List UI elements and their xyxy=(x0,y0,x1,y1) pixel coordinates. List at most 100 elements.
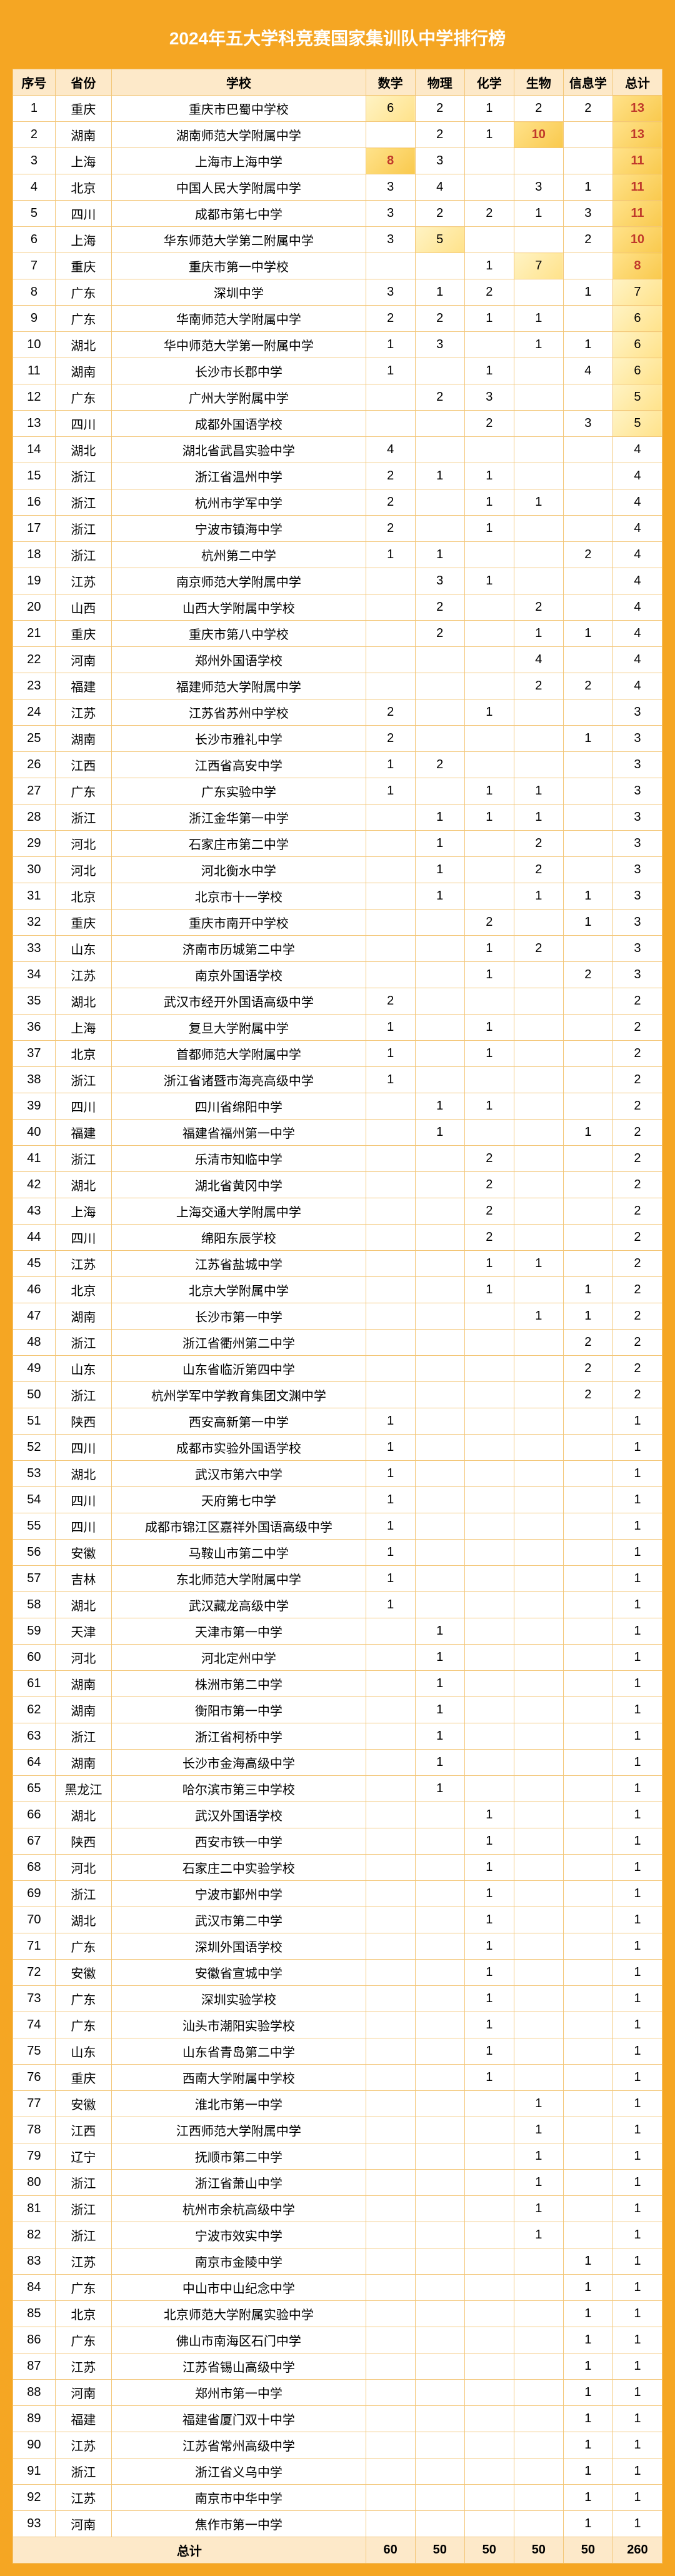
cell-seq: 22 xyxy=(13,647,56,673)
cell-total: 2 xyxy=(612,1225,662,1251)
cell-phy xyxy=(415,437,464,463)
cell-prov: 浙江 xyxy=(55,2458,111,2485)
cell-math xyxy=(366,1828,415,1855)
cell-phy xyxy=(415,962,464,988)
cell-chem: 2 xyxy=(464,279,514,306)
cell-phy xyxy=(415,2038,464,2065)
cell-seq: 9 xyxy=(13,306,56,332)
cell-school: 马鞍山市第二中学 xyxy=(112,1540,366,1566)
cell-cs: 2 xyxy=(563,542,612,568)
cell-seq: 35 xyxy=(13,988,56,1015)
cell-math xyxy=(366,1093,415,1120)
cell-total: 1 xyxy=(612,2248,662,2275)
cell-phy: 3 xyxy=(415,332,464,358)
cell-school: 山西大学附属中学校 xyxy=(112,594,366,621)
cell-school: 佛山市南海区石门中学 xyxy=(112,2327,366,2353)
cell-cs xyxy=(563,306,612,332)
cell-math xyxy=(366,804,415,831)
cell-school: 焦作市第一中学 xyxy=(112,2511,366,2537)
cell-seq: 18 xyxy=(13,542,56,568)
cell-phy xyxy=(415,2458,464,2485)
cell-school: 深圳外国语学校 xyxy=(112,1933,366,1960)
cell-phy: 1 xyxy=(415,1093,464,1120)
cell-total: 1 xyxy=(612,2406,662,2432)
cell-phy xyxy=(415,2406,464,2432)
cell-cs xyxy=(563,1933,612,1960)
cell-total: 1 xyxy=(612,1697,662,1723)
cell-total: 1 xyxy=(612,1750,662,1776)
cell-cs: 1 xyxy=(563,2511,612,2537)
cell-phy xyxy=(415,1461,464,1487)
cell-phy xyxy=(415,2117,464,2143)
cell-prov: 河南 xyxy=(55,2511,111,2537)
cell-school: 深圳中学 xyxy=(112,279,366,306)
cell-total: 4 xyxy=(612,594,662,621)
cell-prov: 江西 xyxy=(55,752,111,778)
cell-phy xyxy=(415,1933,464,1960)
cell-chem: 1 xyxy=(464,489,514,516)
cell-math xyxy=(366,1303,415,1330)
cell-school: 济南市历城第二中学 xyxy=(112,936,366,962)
table-row: 10湖北华中师范大学第一附属中学13116 xyxy=(13,332,662,358)
cell-bio xyxy=(514,1986,563,2012)
cell-chem xyxy=(464,227,514,253)
cell-seq: 90 xyxy=(13,2432,56,2458)
cell-chem: 1 xyxy=(464,804,514,831)
cell-chem: 1 xyxy=(464,306,514,332)
cell-cs xyxy=(563,1828,612,1855)
header-row: 序号 省份 学校 数学 物理 化学 生物 信息学 总计 xyxy=(13,69,662,96)
table-row: 57吉林东北师范大学附属中学11 xyxy=(13,1566,662,1592)
cell-bio xyxy=(514,1172,563,1198)
cell-prov: 江苏 xyxy=(55,2353,111,2380)
cell-bio xyxy=(514,1566,563,1592)
cell-bio xyxy=(514,1618,563,1645)
cell-phy: 1 xyxy=(415,1671,464,1697)
cell-cs: 2 xyxy=(563,1330,612,1356)
cell-seq: 39 xyxy=(13,1093,56,1120)
cell-math xyxy=(366,1750,415,1776)
cell-phy xyxy=(415,1041,464,1067)
cell-chem xyxy=(464,1408,514,1435)
cell-school: 华中师范大学第一附属中学 xyxy=(112,332,366,358)
cell-math xyxy=(366,2222,415,2248)
cell-prov: 江苏 xyxy=(55,2485,111,2511)
cell-phy xyxy=(415,2196,464,2222)
cell-chem xyxy=(464,1120,514,1146)
table-row: 64湖南长沙市金海高级中学11 xyxy=(13,1750,662,1776)
cell-phy xyxy=(415,1172,464,1198)
cell-phy: 1 xyxy=(415,857,464,883)
cell-total: 6 xyxy=(612,358,662,384)
cell-school: 华东师范大学第二附属中学 xyxy=(112,227,366,253)
table-row: 67陕西西安市铁一中学11 xyxy=(13,1828,662,1855)
cell-phy xyxy=(415,2327,464,2353)
cell-bio xyxy=(514,279,563,306)
cell-math xyxy=(366,2065,415,2091)
table-row: 23福建福建师范大学附属中学224 xyxy=(13,673,662,699)
table-row: 58湖北武汉藏龙高级中学11 xyxy=(13,1592,662,1618)
table-row: 90江苏江苏省常州高级中学11 xyxy=(13,2432,662,2458)
cell-math xyxy=(366,647,415,673)
table-row: 39四川四川省绵阳中学112 xyxy=(13,1093,662,1120)
cell-total: 11 xyxy=(612,174,662,201)
cell-prov: 山东 xyxy=(55,936,111,962)
table-row: 84广东中山市中山纪念中学11 xyxy=(13,2275,662,2301)
cell-school: 河北衡水中学 xyxy=(112,857,366,883)
cell-seq: 59 xyxy=(13,1618,56,1645)
cell-total: 1 xyxy=(612,2170,662,2196)
cell-total: 1 xyxy=(612,2012,662,2038)
cell-bio: 1 xyxy=(514,1251,563,1277)
cell-chem xyxy=(464,1067,514,1093)
cell-math: 1 xyxy=(366,358,415,384)
header-bio: 生物 xyxy=(514,69,563,96)
cell-math: 1 xyxy=(366,542,415,568)
cell-seq: 72 xyxy=(13,1960,56,1986)
cell-school: 江西师范大学附属中学 xyxy=(112,2117,366,2143)
cell-total: 8 xyxy=(612,253,662,279)
cell-school: 东北师范大学附属中学 xyxy=(112,1566,366,1592)
table-row: 74广东汕头市潮阳实验学校11 xyxy=(13,2012,662,2038)
cell-phy: 1 xyxy=(415,1120,464,1146)
table-row: 19江苏南京师范大学附属中学314 xyxy=(13,568,662,594)
footer-row: 总计 60 50 50 50 50 260 xyxy=(13,2537,662,2563)
cell-phy: 1 xyxy=(415,1750,464,1776)
cell-prov: 福建 xyxy=(55,1120,111,1146)
